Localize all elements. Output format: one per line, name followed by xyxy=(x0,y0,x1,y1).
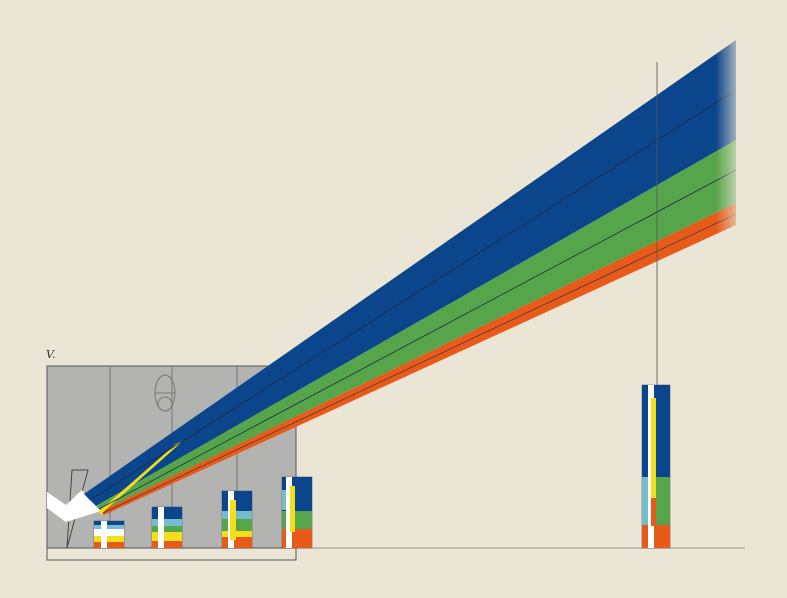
orange-band xyxy=(101,203,736,515)
spectrum-column-far xyxy=(641,384,671,549)
green-band xyxy=(96,140,736,511)
beam-axis-line xyxy=(89,89,737,501)
lens-figure xyxy=(154,374,176,412)
incoming-white-beam xyxy=(47,490,98,522)
box-base-strip xyxy=(46,547,297,561)
beam-axis-line xyxy=(98,169,737,510)
plate-label: V. xyxy=(46,348,56,361)
beam-fade xyxy=(716,20,746,250)
spectrum-column-3 xyxy=(221,490,253,549)
beam-yellow-inner xyxy=(98,440,184,514)
spectrum-column-4 xyxy=(281,476,313,549)
spectrum-column-2 xyxy=(151,506,183,549)
spectrum-column-1 xyxy=(93,520,125,549)
beam-axis-line xyxy=(102,213,737,514)
blue-band xyxy=(84,40,736,506)
